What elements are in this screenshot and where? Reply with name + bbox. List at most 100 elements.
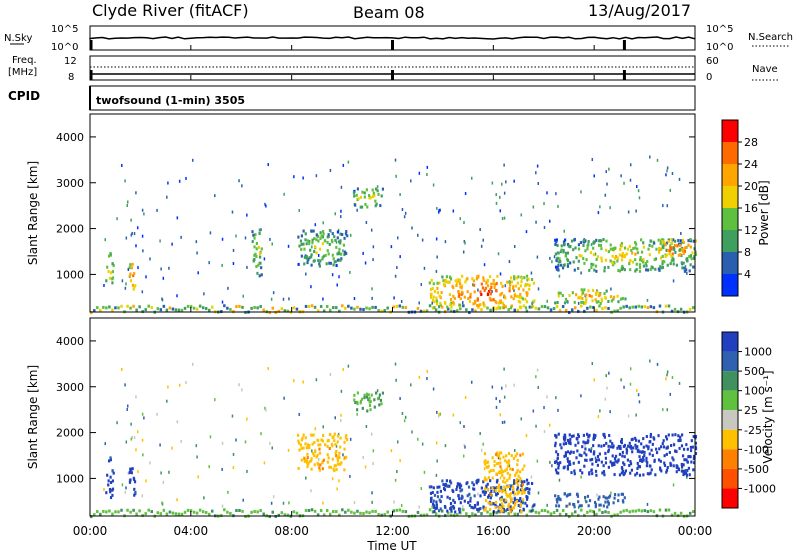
p-f5-cell-85 xyxy=(517,300,520,304)
v-f2-cell-26 xyxy=(328,447,331,451)
v-f4-cell-128 xyxy=(480,486,483,490)
v-cell-441 xyxy=(394,362,397,366)
p-f7-cell-269 xyxy=(692,239,695,243)
p-f7-cell-38 xyxy=(634,252,637,256)
v-f7-cell-253 xyxy=(572,450,575,454)
v-f4-cell-206 xyxy=(474,505,477,509)
p-f7-cell-267 xyxy=(611,261,614,265)
p-f7-cell-89 xyxy=(560,244,563,248)
p-cell-288 xyxy=(196,251,198,255)
v-cell-75 xyxy=(316,513,320,517)
p-cell-299 xyxy=(495,201,498,205)
v-cell-199 xyxy=(691,510,695,514)
p-cell-75 xyxy=(316,309,320,313)
p-f7-cell-121 xyxy=(554,242,557,246)
v-cell-306 xyxy=(208,465,210,469)
p-f7-cell-60 xyxy=(632,246,635,250)
p-f7-cell-124 xyxy=(681,240,684,244)
v-cell-457 xyxy=(227,490,229,494)
v-f7-cell-222 xyxy=(657,434,660,438)
v-cell-336 xyxy=(501,420,504,424)
v-cell-137 xyxy=(504,509,507,513)
v-cell-40 xyxy=(211,509,214,513)
p-f7-cell-112 xyxy=(607,265,610,269)
p-cell-389 xyxy=(180,235,182,239)
v-cell-110 xyxy=(422,513,426,517)
p-f7-cell-200 xyxy=(609,247,612,251)
v-f7-cell-339 xyxy=(654,473,657,477)
p-f3-cell-73 xyxy=(338,252,341,256)
v-cell-291 xyxy=(162,480,165,484)
p-cell-64 xyxy=(283,309,287,313)
p-f3-cell-48 xyxy=(340,257,343,261)
p-cell-320 xyxy=(135,191,137,195)
p-cell-24 xyxy=(162,304,166,308)
p-f3-cell-16 xyxy=(318,247,322,251)
v-f4-cell-90 xyxy=(429,491,433,495)
p-cell-166 xyxy=(592,305,595,309)
v-cell-417 xyxy=(531,505,533,509)
v-f4-cell-92 xyxy=(525,497,529,501)
v-f7-cell-239 xyxy=(554,460,557,464)
v-f4-cell-113 xyxy=(481,490,484,494)
v-f7-cell-157 xyxy=(591,457,594,461)
power-cbar-swatch-0 xyxy=(722,120,738,142)
p-f6-cell-28 xyxy=(556,300,559,304)
v-f7-cell-238 xyxy=(619,447,622,451)
p-cell-103 xyxy=(401,305,405,309)
p-cell-381 xyxy=(665,173,667,177)
p-cell-113 xyxy=(431,306,435,310)
v-f7-cell-272 xyxy=(625,449,629,453)
p-cell-232 xyxy=(463,221,465,225)
p-cell-370 xyxy=(125,236,128,240)
v-f6-cell-48 xyxy=(555,504,558,508)
v-f4-cell-80 xyxy=(492,486,495,490)
v-f4-cell-129 xyxy=(466,481,469,485)
v-f7-cell-162 xyxy=(577,441,580,445)
v-f5-cell-61 xyxy=(494,505,497,509)
p-f5-cell-21 xyxy=(497,305,500,309)
v-cell-251 xyxy=(423,470,426,474)
p-f2-cell-23 xyxy=(258,252,262,256)
p-cell-289 xyxy=(349,233,352,237)
p-f4-cell-23 xyxy=(374,204,377,208)
v-cell-72 xyxy=(307,509,311,513)
p-f3-cell-18 xyxy=(297,262,300,266)
v-f7-cell-43 xyxy=(665,452,668,456)
v-f4-cell-18 xyxy=(516,488,519,492)
v-f4-cell-190 xyxy=(511,490,515,494)
power-ytick-label-0: 4000 xyxy=(56,131,84,144)
p-cell-158 xyxy=(567,311,571,315)
p-f3-cell-55 xyxy=(300,242,303,246)
v-f4-cell-70 xyxy=(460,496,463,500)
v-f4-cell-166 xyxy=(488,500,492,504)
v-f7-cell-225 xyxy=(648,464,651,468)
p-cell-396 xyxy=(491,181,494,185)
p-cell-449 xyxy=(337,228,340,232)
v-f7-cell-57 xyxy=(607,448,610,452)
p-f7-cell-231 xyxy=(636,247,639,251)
v-cell-120 xyxy=(453,513,456,517)
power-data xyxy=(90,155,698,315)
v-f3-cell-23 xyxy=(353,393,356,397)
v-f7-cell-356 xyxy=(623,463,626,467)
p-f6-cell-10 xyxy=(580,288,583,292)
v-f4-cell-127 xyxy=(504,500,507,504)
p-f5-cell-113 xyxy=(431,298,435,302)
p-f7-cell-203 xyxy=(574,246,577,250)
p-cell-182 xyxy=(640,305,644,309)
p-f7-cell-213 xyxy=(575,256,578,260)
v-cell-428 xyxy=(371,500,373,504)
v-f4-cell-13 xyxy=(446,495,449,499)
velocity-data xyxy=(90,359,698,519)
v-f3-cell-18 xyxy=(360,397,364,401)
v-cell-227 xyxy=(580,475,582,479)
v-f5-cell-18 xyxy=(519,476,522,480)
v-f4-cell-44 xyxy=(497,509,500,513)
p-cell-153 xyxy=(552,307,556,311)
velocity-cbar-tick-label-0: 1000 xyxy=(744,346,772,359)
v-cell-51 xyxy=(244,515,247,519)
v-cell-288 xyxy=(196,455,198,459)
p-f5-cell-10 xyxy=(513,292,516,296)
p-cell-216 xyxy=(372,258,374,262)
